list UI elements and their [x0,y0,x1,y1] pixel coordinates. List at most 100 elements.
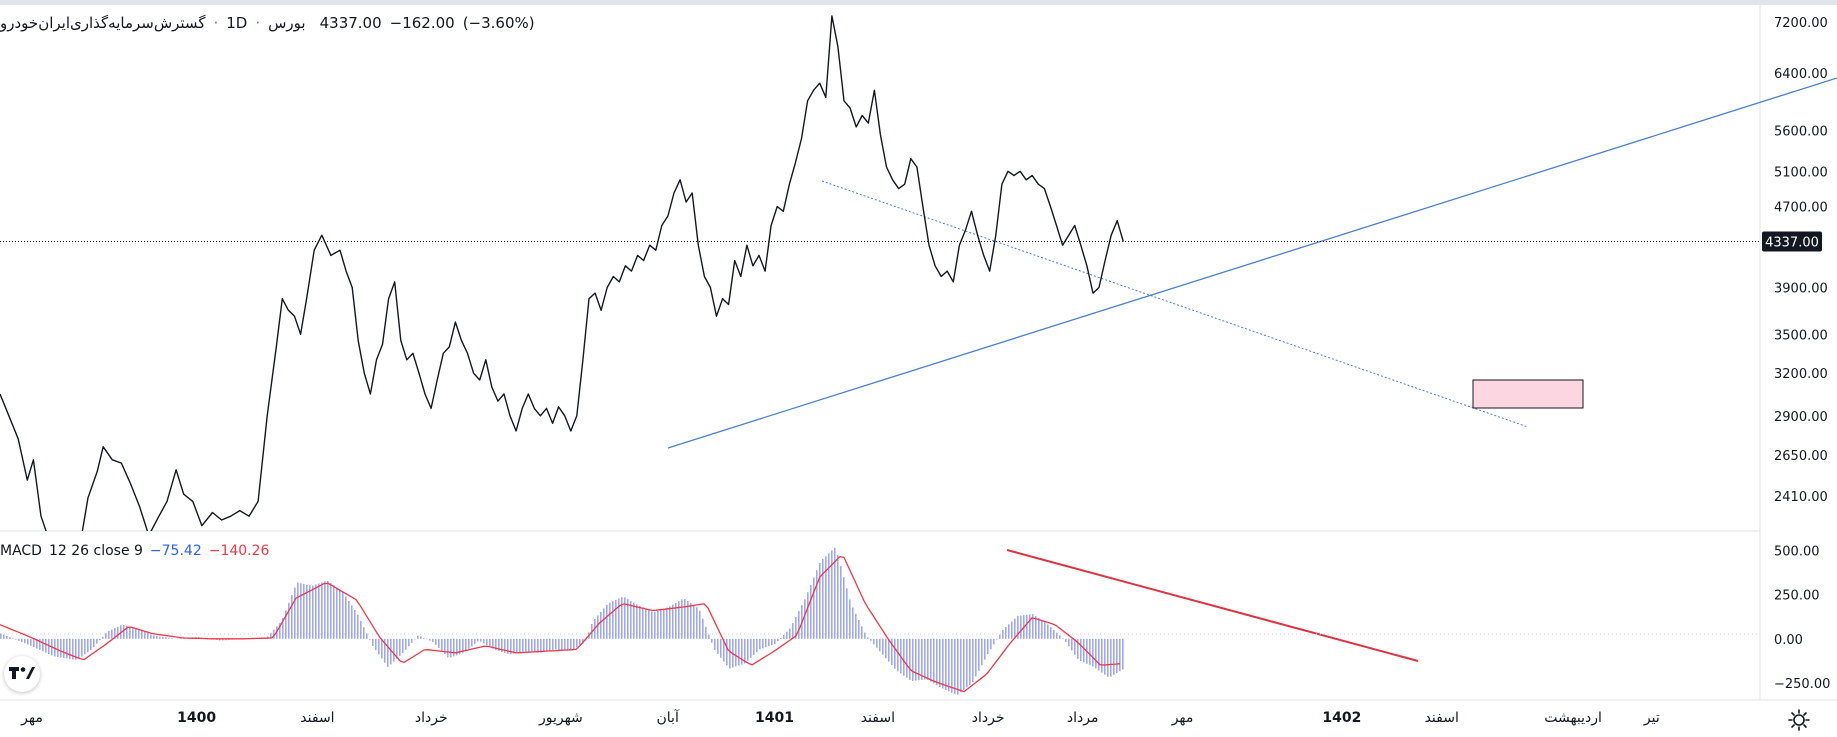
histogram-bar [630,600,632,639]
histogram-bar [783,634,785,639]
histogram-bar [1071,638,1073,651]
histogram-bar [39,638,41,650]
histogram-bar [405,638,407,650]
histogram-bar [921,638,923,680]
histogram-bar [978,638,980,671]
histogram-bar [690,603,692,639]
histogram-bar [288,602,290,639]
histogram-bar [663,608,665,639]
current-price-badge-bg [1762,231,1822,252]
resistance-trendline[interactable] [821,180,1529,428]
histogram-bar [408,638,410,647]
price-tick-label: 2410.00 [1774,490,1828,505]
signal-line [0,555,1121,693]
histogram-bar [330,583,332,639]
price-axis[interactable]: 7200.00 6400.00 5600.00 5100.00 4700.00 3900.… [1774,16,1828,505]
histogram-bar [315,584,317,639]
histogram-bar [897,638,899,672]
histogram-bar [597,615,599,639]
histogram-bar [576,638,578,648]
histogram-bar [381,638,383,659]
histogram-bar [396,638,398,659]
histogram-bar [624,597,626,639]
histogram-bar [867,637,869,639]
tradingview-logo-icon[interactable] [4,656,40,692]
histogram-bar [705,626,707,639]
price-line[interactable] [0,15,1124,552]
histogram-bar [390,638,392,665]
histogram-bar [102,636,104,639]
histogram-bar [936,638,938,686]
histogram-bar [999,634,1001,639]
support-trendline[interactable] [667,77,1837,449]
histogram-bar [1059,635,1061,639]
price-tick-label: 2900.00 [1774,410,1828,425]
histogram-bar [789,628,791,639]
histogram-bar [1050,627,1052,639]
histogram-bar [1074,638,1076,655]
symbol-name[interactable]: گسترش‌سرمایه‌گذاری‌ایران‌خودرو [0,14,206,32]
time-tick-label: اسفند [300,710,334,726]
macd-tick-label: 500.00 [1774,545,1820,560]
histogram-bar [939,638,941,687]
macd-legend[interactable]: MACD 12 26 close 9 −75.42 −140.26 [0,541,276,561]
histogram-bar [537,638,539,653]
histogram-bar [555,638,557,650]
histogram-bar [918,638,920,681]
price-change: −162.00 [389,14,455,32]
time-axis[interactable]: مهر 1400 اسفند خرداد شهریور آبان 1401 اسفند خردا… [20,709,1660,726]
histogram-bar [774,638,776,645]
histogram-bar [285,610,287,639]
settings-gear-icon[interactable] [1786,707,1812,733]
histogram-bar [636,604,638,639]
histogram-bar [462,638,464,654]
signal-value: −140.26 [208,543,270,559]
histogram-bar [375,638,377,651]
histogram-bar [111,629,113,639]
histogram-bar [399,638,401,656]
histogram-bar [849,599,851,639]
histogram-bar [471,638,473,647]
symbol-header[interactable]: گسترش‌سرمایه‌گذاری‌ایران‌خودرو · 1D · بو… [0,12,543,34]
histogram-bar [831,550,833,639]
histogram-bar [279,623,281,639]
histogram-bar [984,638,986,660]
histogram-bar [840,566,842,639]
histogram-bar [150,634,152,639]
histogram-bar [813,577,815,639]
histogram-bar [1044,622,1046,639]
histogram-bar [888,638,890,662]
macd-axis[interactable]: 500.00 250.00 0.00 −250.00 [1774,545,1830,692]
histogram-bar [666,607,668,639]
histogram-bar [534,638,536,653]
histogram-bar [1020,615,1022,639]
histogram-bar [960,638,962,693]
histogram-bar [36,638,38,649]
histogram-bar [450,638,452,658]
price-tick-label: 3500.00 [1774,328,1828,343]
histogram-bar [792,622,794,639]
macd-tick-label: 250.00 [1774,589,1820,604]
price-tick-label: 3900.00 [1774,281,1828,296]
histogram-bar [744,638,746,664]
histogram-bar [24,638,26,644]
histogram-bar [1056,632,1058,639]
macd-trendline[interactable] [1006,549,1419,662]
target-zone-rectangle[interactable] [1472,379,1584,409]
histogram-bar [18,638,20,641]
interval-label[interactable]: 1D [226,14,248,32]
histogram-bar [117,626,119,639]
drawings-layer[interactable] [667,77,1837,662]
histogram-bar [606,604,608,639]
histogram-bar [651,611,653,639]
histogram-bar [312,585,314,639]
price-tick-label: 3200.00 [1774,367,1828,382]
price-tick-label: 2650.00 [1774,449,1828,464]
histogram-bar [1104,638,1106,675]
histogram-bar [861,626,863,639]
macd-title: MACD [0,543,42,559]
histogram-bar [342,591,344,639]
histogram-bar [303,583,305,639]
histogram-bar [366,633,368,639]
